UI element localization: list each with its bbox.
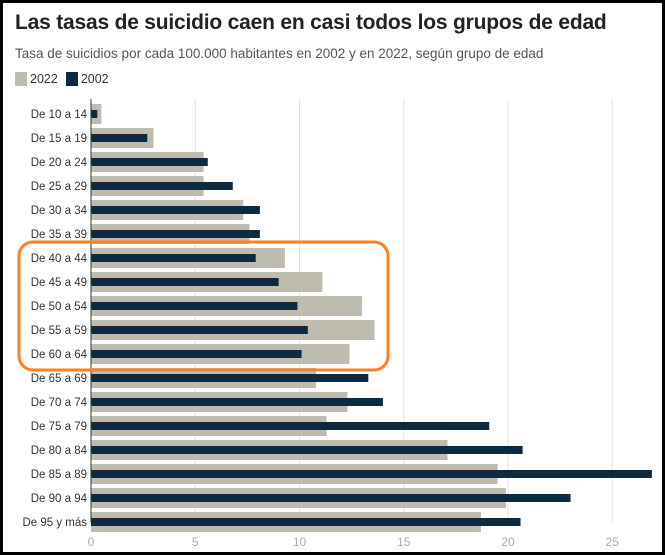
bar-2002	[91, 302, 298, 310]
category-label: De 75 a 79	[31, 421, 87, 433]
bar-2002	[91, 158, 208, 166]
legend: 2022 2002	[15, 72, 117, 86]
legend-item-2022: 2022	[15, 72, 58, 86]
x-tick-label: 25	[606, 535, 620, 549]
category-label: De 70 a 74	[31, 397, 88, 409]
bar-2002	[91, 110, 98, 118]
bar-2002	[91, 518, 521, 526]
x-tick-label: 5	[192, 535, 199, 549]
category-label: De 85 a 89	[31, 469, 87, 481]
legend-swatch-2002	[65, 72, 78, 86]
category-label: De 40 a 44	[31, 253, 88, 265]
x-tick-label: 20	[501, 535, 515, 549]
bar-2002	[91, 470, 652, 478]
bar-2002	[91, 278, 279, 286]
category-label: De 25 a 29	[31, 181, 87, 193]
x-tick-label: 0	[88, 535, 95, 549]
chart-frame: Las tasas de suicidio caen en casi todos…	[3, 3, 662, 552]
bar-2002	[91, 326, 308, 334]
category-label: De 10 a 14	[31, 109, 88, 121]
bar-2002	[91, 350, 302, 358]
bar-2002	[91, 374, 369, 382]
category-label: De 45 a 49	[31, 277, 87, 289]
bar-2002	[91, 206, 260, 214]
bar-2002	[91, 398, 383, 406]
category-label: De 20 a 24	[31, 157, 88, 169]
category-label: De 65 a 69	[31, 373, 87, 385]
chart-title: Las tasas de suicidio caen en casi todos…	[15, 11, 607, 34]
legend-swatch-2022	[15, 72, 27, 86]
category-label: De 35 a 39	[31, 229, 87, 241]
category-label: De 80 a 84	[31, 445, 88, 457]
bar-2002	[91, 254, 256, 262]
category-label: De 90 a 94	[31, 493, 88, 505]
category-label: De 95 y más	[22, 517, 87, 529]
bar-2002	[91, 446, 523, 454]
bar-chart: 0 5 10 15 20 25 De 10 a 14 De 15 a 19 De 20 a 24…	[17, 99, 652, 549]
x-tick-label: 10	[293, 535, 307, 549]
category-label: De 60 a 64	[31, 349, 88, 361]
legend-item-2002: 2002	[65, 72, 109, 86]
chart-subtitle: Tasa de suicidios por cada 100.000 habit…	[15, 46, 544, 61]
bar-2002	[91, 182, 233, 190]
category-label: De 50 a 54	[31, 301, 88, 313]
legend-label-2002: 2002	[80, 72, 109, 86]
bar-2002	[91, 494, 571, 502]
x-tick-label: 15	[397, 535, 411, 549]
legend-label-2022: 2022	[30, 72, 58, 86]
category-label: De 15 a 19	[31, 133, 87, 145]
bar-2002	[91, 422, 490, 430]
bar-2002	[91, 230, 260, 238]
category-label: De 55 a 59	[31, 325, 87, 337]
highlight-box	[17, 240, 390, 372]
bar-2002	[91, 134, 148, 142]
category-label: De 30 a 34	[31, 205, 88, 217]
